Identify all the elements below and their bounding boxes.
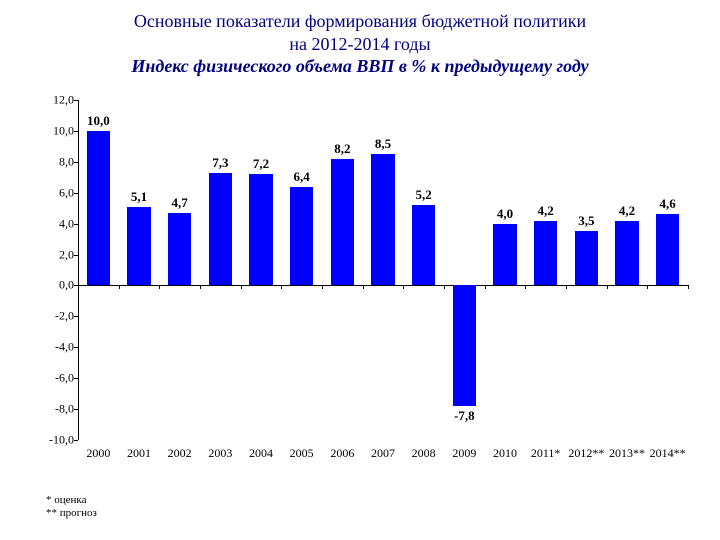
- bar-value-label: 5,1: [131, 189, 147, 205]
- bar-value-label: 4,6: [660, 196, 676, 212]
- bar: [371, 154, 395, 285]
- x-axis-label: 2002: [168, 446, 192, 461]
- x-tick-mark: [403, 285, 404, 289]
- y-tick-mark: [74, 224, 78, 225]
- y-axis-line: [78, 100, 79, 440]
- x-tick-mark: [363, 285, 364, 289]
- bar-value-label: 4,2: [619, 203, 635, 219]
- title-subtitle: Индекс физического объема ВВП в % к пред…: [30, 55, 690, 78]
- chart: 12,010,08,06,04,02,00,0-2,0-4,0-6,0-8,0-…: [36, 100, 696, 480]
- y-tick-mark: [74, 255, 78, 256]
- zero-line: [78, 285, 688, 286]
- x-tick-mark: [647, 285, 648, 289]
- y-tick-label: -6,0: [55, 371, 74, 386]
- bar: [453, 285, 477, 406]
- x-axis-label: 2014**: [650, 446, 686, 461]
- y-axis: 12,010,08,06,04,02,00,0-2,0-4,0-6,0-8,0-…: [36, 100, 76, 440]
- bar-value-label: 4,7: [172, 195, 188, 211]
- x-axis-label: 2012**: [568, 446, 604, 461]
- y-tick-label: 2,0: [59, 247, 74, 262]
- x-tick-mark: [119, 285, 120, 289]
- bar: [87, 131, 111, 286]
- y-tick-mark: [74, 440, 78, 441]
- x-axis-label: 2008: [412, 446, 436, 461]
- bar-value-label: 3,5: [578, 213, 594, 229]
- bar: [331, 159, 355, 286]
- x-axis-label: 2004: [249, 446, 273, 461]
- y-tick-label: 4,0: [59, 216, 74, 231]
- x-axis-label: 2009: [452, 446, 476, 461]
- plot-area: 10,020005,120014,720027,320037,220046,42…: [78, 100, 688, 440]
- bar: [168, 213, 192, 286]
- x-axis-label: 2005: [290, 446, 314, 461]
- title-line-1: Основные показатели формирования бюджетн…: [30, 10, 690, 33]
- x-axis-label: 2007: [371, 446, 395, 461]
- y-tick-mark: [74, 285, 78, 286]
- bar-value-label: 7,3: [212, 155, 228, 171]
- y-tick-label: 0,0: [59, 278, 74, 293]
- x-axis-label: 2000: [86, 446, 110, 461]
- bar-value-label: 7,2: [253, 156, 269, 172]
- y-tick-mark: [74, 162, 78, 163]
- y-tick-mark: [74, 409, 78, 410]
- x-axis-label: 2001: [127, 446, 151, 461]
- x-axis-label: 2010: [493, 446, 517, 461]
- x-tick-mark: [688, 285, 689, 289]
- x-tick-mark: [200, 285, 201, 289]
- bar-value-label: -7,8: [454, 408, 475, 424]
- bar: [534, 221, 558, 286]
- y-tick-label: 6,0: [59, 185, 74, 200]
- footnote-2: ** прогноз: [46, 507, 97, 520]
- footnote-1: * оценка: [46, 494, 97, 507]
- bar: [493, 224, 517, 286]
- x-tick-mark: [444, 285, 445, 289]
- bar: [290, 187, 314, 286]
- x-axis-label: 2006: [330, 446, 354, 461]
- x-tick-mark: [159, 285, 160, 289]
- bar: [656, 214, 680, 285]
- x-tick-mark: [485, 285, 486, 289]
- title-line-2: на 2012-2014 годы: [30, 33, 690, 56]
- x-tick-mark: [281, 285, 282, 289]
- y-tick-mark: [74, 378, 78, 379]
- y-tick-label: 10,0: [53, 123, 74, 138]
- y-tick-mark: [74, 316, 78, 317]
- y-tick-label: -8,0: [55, 402, 74, 417]
- y-tick-label: -4,0: [55, 340, 74, 355]
- x-tick-mark: [566, 285, 567, 289]
- bar-value-label: 8,2: [334, 141, 350, 157]
- bar: [615, 221, 639, 286]
- y-tick-label: -2,0: [55, 309, 74, 324]
- bar: [575, 231, 599, 285]
- title-block: Основные показатели формирования бюджетн…: [0, 0, 720, 82]
- bar: [412, 205, 436, 285]
- footnotes: * оценка ** прогноз: [46, 494, 97, 520]
- x-axis-label: 2003: [208, 446, 232, 461]
- bar: [127, 207, 151, 286]
- x-tick-mark: [241, 285, 242, 289]
- y-tick-label: 8,0: [59, 154, 74, 169]
- y-tick-label: -10,0: [49, 433, 74, 448]
- bar-value-label: 6,4: [294, 169, 310, 185]
- bar-value-label: 5,2: [416, 187, 432, 203]
- x-tick-mark: [525, 285, 526, 289]
- bar-value-label: 4,2: [538, 203, 554, 219]
- x-axis-label: 2013**: [609, 446, 645, 461]
- x-tick-mark: [607, 285, 608, 289]
- y-tick-mark: [74, 131, 78, 132]
- y-tick-mark: [74, 193, 78, 194]
- x-tick-mark: [322, 285, 323, 289]
- y-tick-label: 12,0: [53, 93, 74, 108]
- bar-value-label: 8,5: [375, 136, 391, 152]
- x-axis-label: 2011*: [531, 446, 561, 461]
- bar-value-label: 4,0: [497, 206, 513, 222]
- bar-value-label: 10,0: [87, 113, 110, 129]
- bar: [249, 174, 273, 285]
- y-tick-mark: [74, 100, 78, 101]
- bar: [209, 173, 233, 286]
- y-tick-mark: [74, 347, 78, 348]
